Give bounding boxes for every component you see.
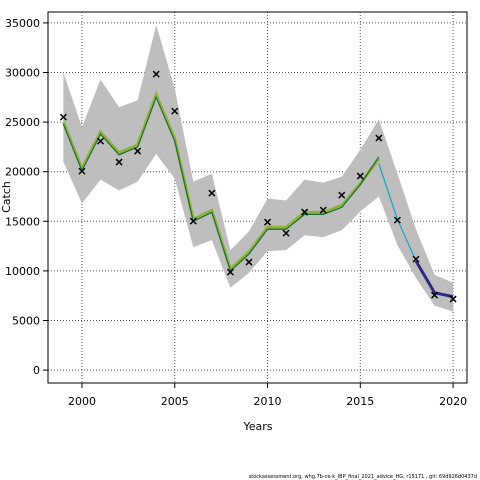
x-tick-label: 2005	[161, 395, 189, 408]
y-tick-label: 10000	[5, 265, 40, 278]
observed-point	[171, 107, 179, 115]
observed-point	[282, 229, 290, 237]
observed-point	[134, 147, 142, 155]
observed-point	[430, 291, 439, 299]
estimate-line	[62, 95, 380, 272]
footer: stockassessment.org, whg.7b-ce-k_IBP_fin…	[249, 474, 477, 480]
y-tick-label: 25000	[5, 116, 40, 129]
x-tick-label: 2020	[439, 395, 467, 408]
observed-point	[393, 216, 401, 224]
y-tick-label: 20000	[5, 166, 40, 179]
x-tick-label: 2000	[68, 395, 96, 408]
estimate-line	[414, 260, 454, 299]
y-tick-label: 30000	[5, 67, 40, 80]
y-tick-label: 15000	[5, 215, 40, 228]
observed-point	[189, 217, 197, 225]
observed-point	[152, 70, 160, 78]
x-tick-label: 2010	[254, 395, 282, 408]
observed-point	[412, 255, 420, 263]
observed-point	[245, 258, 253, 266]
observed-point	[301, 208, 309, 216]
observed-point	[208, 189, 216, 197]
observed-point	[59, 113, 67, 121]
observed-point	[263, 218, 272, 226]
y-axis-label: Catch	[0, 181, 13, 213]
observed-point	[375, 134, 383, 142]
observed-point	[96, 137, 105, 145]
x-tick-label: 2015	[346, 395, 374, 408]
observed-point	[319, 206, 327, 214]
observed-point	[338, 191, 346, 199]
y-tick-label: 5000	[12, 315, 40, 328]
observed-point	[226, 268, 234, 276]
confidence-band	[63, 24, 454, 312]
y-tick-label: 0	[33, 364, 40, 377]
observed-point	[356, 172, 364, 180]
observed-point	[115, 158, 123, 166]
plot-frame	[47, 11, 468, 384]
observed-point	[78, 167, 86, 175]
x-axis-label: Years	[242, 420, 272, 433]
observed-point	[449, 295, 457, 303]
y-tick-label: 35000	[5, 17, 40, 30]
